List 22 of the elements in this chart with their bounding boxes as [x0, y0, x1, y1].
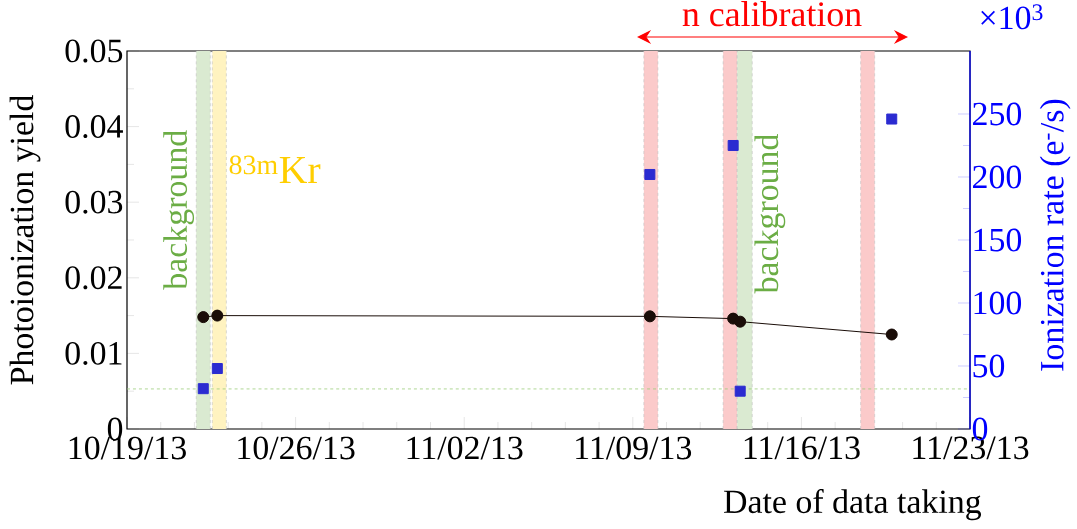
y-tick-label: 0.05	[65, 39, 123, 63]
x-axis-title: Date of data taking	[723, 489, 982, 521]
y-axis-title: Photoionization yield	[9, 95, 41, 385]
y2-tick-label: 100	[974, 291, 1022, 315]
y2-axis-title: Ionization rate (e$^{-}$/s)	[1039, 99, 1071, 371]
y2-tick-label: 50	[973, 354, 1005, 378]
y-tick-label: 0.01	[65, 341, 122, 365]
x-tick-label: 11/02/13	[407, 436, 523, 460]
band-label: background	[163, 130, 195, 290]
x-tick-label: 10/26/13	[238, 436, 355, 460]
x-tick-label: 11/09/13	[576, 436, 692, 460]
y2-tick-label: 200	[973, 165, 1022, 189]
band-label: $^{83m}$Kr	[229, 155, 321, 183]
text: n calibration	[682, 1, 862, 27]
text: ×10$^{3}$	[981, 4, 1043, 30]
y2-tick-label: 150	[974, 228, 1022, 252]
y2-tick-label: 250	[973, 102, 1022, 126]
x-tick-label: 11/16/13	[744, 436, 860, 460]
band-label: background	[754, 133, 786, 294]
y-tick-label: 0.04	[65, 115, 123, 139]
y-tick-label: 0.02	[65, 266, 122, 290]
y-tick-label: 0.03	[65, 190, 123, 214]
